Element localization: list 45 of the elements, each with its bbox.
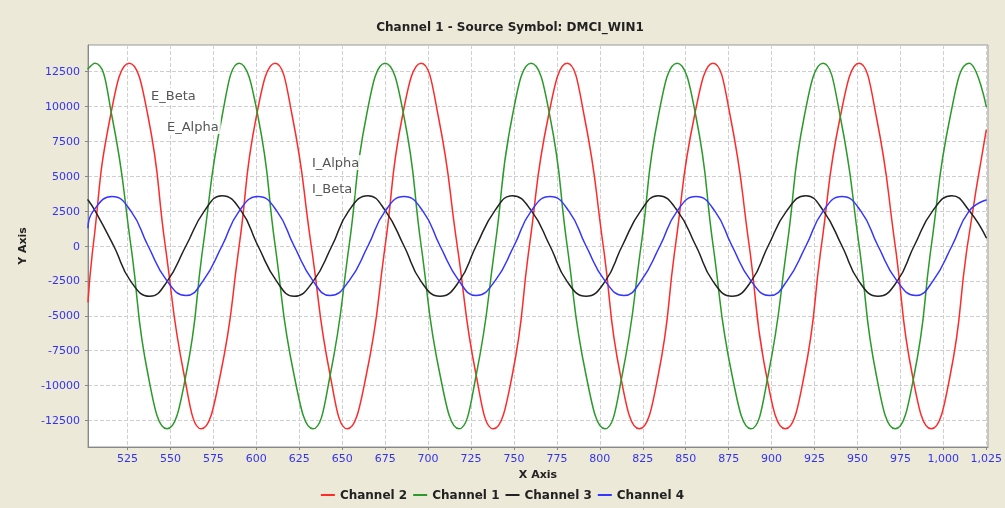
x-tick-label: 800 (589, 452, 611, 465)
y-tick-label: 5000 (52, 169, 80, 183)
y-tick-label: 10000 (45, 99, 80, 113)
y-axis-title: Y Axis (16, 226, 29, 266)
x-tick-label: 950 (846, 452, 868, 465)
y-tick-label: -5000 (48, 309, 80, 323)
annotation: E_Beta (151, 88, 196, 103)
x-tick-label: 775 (546, 452, 568, 465)
annotation: I_Alpha (312, 155, 360, 170)
x-tick-label: 575 (202, 452, 224, 465)
x-tick-label: 650 (331, 452, 353, 465)
y-tick-label: -7500 (48, 344, 80, 358)
legend-label: Channel 2 (339, 488, 408, 502)
x-tick-label: 850 (675, 452, 697, 465)
x-tick-label: 900 (761, 452, 783, 465)
y-tick-label: 0 (73, 239, 80, 253)
legend-label: Channel 3 (524, 488, 592, 502)
x-tick-label: 725 (460, 452, 482, 465)
x-tick-label: 550 (159, 452, 181, 465)
x-tick-label: 825 (632, 452, 654, 465)
x-tick-label: 700 (417, 452, 439, 465)
y-tick-label: 7500 (52, 134, 80, 148)
y-tick-label: -2500 (48, 274, 80, 288)
x-tick-label: 525 (117, 452, 138, 465)
annotation: E_Alpha (167, 119, 219, 134)
y-tick-label: 12500 (45, 65, 80, 79)
x-axis-title: X Axis (518, 467, 558, 481)
x-tick-label: 750 (503, 452, 525, 465)
x-tick-label: 625 (288, 452, 310, 465)
x-tick-label: 875 (718, 452, 740, 465)
x-tick-label: 1,025 (970, 452, 1002, 465)
x-tick-label: 600 (245, 452, 267, 465)
x-tick-label: 975 (889, 452, 911, 465)
x-tick-label: 675 (374, 452, 396, 465)
x-tick-label: 925 (804, 452, 825, 465)
line-series (87, 195, 987, 297)
chart-title: Channel 1 - Source Symbol: DMCI_WIN1 (376, 20, 644, 35)
x-tick-label: 1,000 (927, 452, 960, 465)
legend-label: Channel 1 (432, 488, 500, 502)
y-tick-label: -10000 (41, 379, 80, 393)
y-tick-label: -12500 (41, 413, 80, 427)
line-series (87, 62, 987, 430)
legend-label: Channel 4 (616, 488, 685, 502)
y-tick-label: 2500 (52, 204, 80, 218)
annotation: I_Beta (312, 181, 353, 196)
